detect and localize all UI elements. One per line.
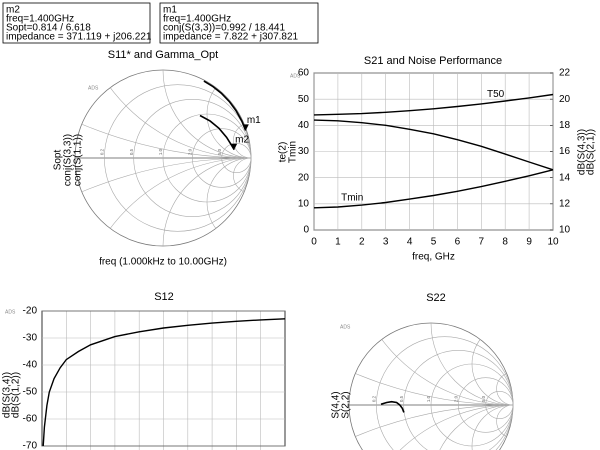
y-tick-label: -20 <box>23 306 38 317</box>
y-axis-label: conj(S(3,3)) <box>63 134 74 186</box>
y-tick-label: 40 <box>298 120 310 131</box>
y2-tick-label: 18 <box>559 120 571 131</box>
y-axis-label: te(2) <box>278 142 289 163</box>
x-tick-label: 6 <box>455 237 461 248</box>
y-tick-label: 10 <box>298 198 310 209</box>
y-tick-label: 20 <box>298 172 310 183</box>
x-tick-label: 0 <box>311 237 317 248</box>
y-tick-label: -30 <box>23 333 38 344</box>
x-tick-label: 3 <box>383 237 389 248</box>
x-tick-label: 8 <box>502 237 508 248</box>
resistance-label: 0.2 <box>372 395 377 402</box>
y2-tick-label: 20 <box>559 94 571 105</box>
marker-box <box>2 2 151 44</box>
watermark: ADS <box>5 309 16 315</box>
y2-axis-label: dB(S(4,3)) <box>577 129 588 175</box>
series-label: T50 <box>487 89 505 100</box>
x-tick-label: 10 <box>547 237 559 248</box>
y-tick-label: -70 <box>23 441 38 450</box>
x-tick-label: 1 <box>335 237 341 248</box>
x-tick-label: 2 <box>359 237 365 248</box>
y-axis-label: conj(S(1,1)) <box>73 134 84 186</box>
marker-label: m2 <box>235 134 249 145</box>
y-axis-label: Tmin <box>288 141 299 163</box>
resistance-label: 0.5 <box>399 395 404 402</box>
y-tick-label: 50 <box>298 94 310 105</box>
y-axis-label: dB(S(1,2)) <box>11 372 22 418</box>
resistance-label: 2.0 <box>188 148 193 155</box>
watermark: ADS <box>290 73 301 79</box>
y-tick-label: -50 <box>23 387 38 398</box>
y2-tick-label: 12 <box>559 198 571 209</box>
smith-trace <box>380 400 405 413</box>
chart-title: S12 <box>154 291 174 303</box>
x-tick-label: 7 <box>479 237 485 248</box>
watermark: ADS <box>340 324 351 330</box>
y-axis-label: dB(S(3,4)) <box>2 372 13 418</box>
y-axis-label: S(2,2) <box>341 391 352 418</box>
y-axis-label: S(4,4) <box>331 391 342 418</box>
y-tick-label: -40 <box>23 360 38 371</box>
marker <box>231 143 238 150</box>
series-line <box>313 119 554 171</box>
smith-outline <box>348 322 514 450</box>
y2-tick-label: 10 <box>559 225 571 236</box>
resistance-label: 1.0 <box>426 395 431 402</box>
resistance-label: 5.0 <box>481 395 486 402</box>
y2-axis-label: dB(S(2,1)) <box>586 129 597 175</box>
marker-name: m2 <box>6 5 20 16</box>
reactance-arc <box>206 70 251 159</box>
x-axis-label: freq (1.000kHz to 10.00GHz) <box>99 257 227 268</box>
reactance-arc <box>496 404 513 439</box>
y-axis-label: Sopt <box>53 149 64 170</box>
smith-trace <box>199 114 235 151</box>
x-tick-label: 9 <box>526 237 532 248</box>
reactance-arc <box>496 371 513 406</box>
marker-readout: freq=1.400GHz <box>163 14 231 25</box>
marker-readout: impedance = 371.119 + j206.221 <box>6 32 152 43</box>
marker-readout: conj(S(3,3))=0.992 / 18.441 <box>163 23 285 34</box>
x-tick-label: 4 <box>407 237 413 248</box>
y-tick-label: 0 <box>303 225 309 236</box>
x-axis-label: freq, GHz <box>412 252 455 263</box>
marker-readout: impedance = 7.822 + j307.821 <box>163 32 299 43</box>
marker-readout: freq=1.400GHz <box>6 14 74 25</box>
resistance-label: 0.2 <box>100 148 105 155</box>
s12-vertical-grid <box>66 311 262 450</box>
reactance-arc <box>471 323 513 406</box>
y-tick-label: 60 <box>298 68 310 79</box>
y-tick-label: 30 <box>298 146 310 157</box>
marker-label: m1 <box>247 115 261 126</box>
smith-trace <box>203 80 247 131</box>
y2-tick-label: 14 <box>559 172 571 183</box>
reactance-arc <box>206 157 251 246</box>
x-tick-label: 5 <box>431 237 437 248</box>
y-tick-label: -60 <box>23 414 38 425</box>
series-label: Tmin <box>341 193 363 204</box>
series-line <box>313 93 554 116</box>
chart-title: S21 and Noise Performance <box>364 55 502 67</box>
y2-tick-label: 22 <box>559 68 571 79</box>
reactance-arc <box>471 404 513 450</box>
chart-title: S22 <box>426 292 446 304</box>
marker <box>242 124 249 131</box>
series-line <box>313 169 554 209</box>
resistance-label: 0.5 <box>129 148 134 155</box>
marker-name: m1 <box>163 5 177 16</box>
resistance-label: 5.0 <box>217 148 222 155</box>
watermark: ADS <box>88 85 99 91</box>
resistance-label: 1.0 <box>158 148 163 155</box>
y2-tick-label: 16 <box>559 146 571 157</box>
marker-readout: Sopt=0.814 / 6.618 <box>6 23 91 34</box>
chart-title: S11* and Gamma_Opt <box>108 49 218 61</box>
series-line <box>42 318 286 447</box>
resistance-label: 2.0 <box>454 395 459 402</box>
marker-box <box>159 2 319 44</box>
